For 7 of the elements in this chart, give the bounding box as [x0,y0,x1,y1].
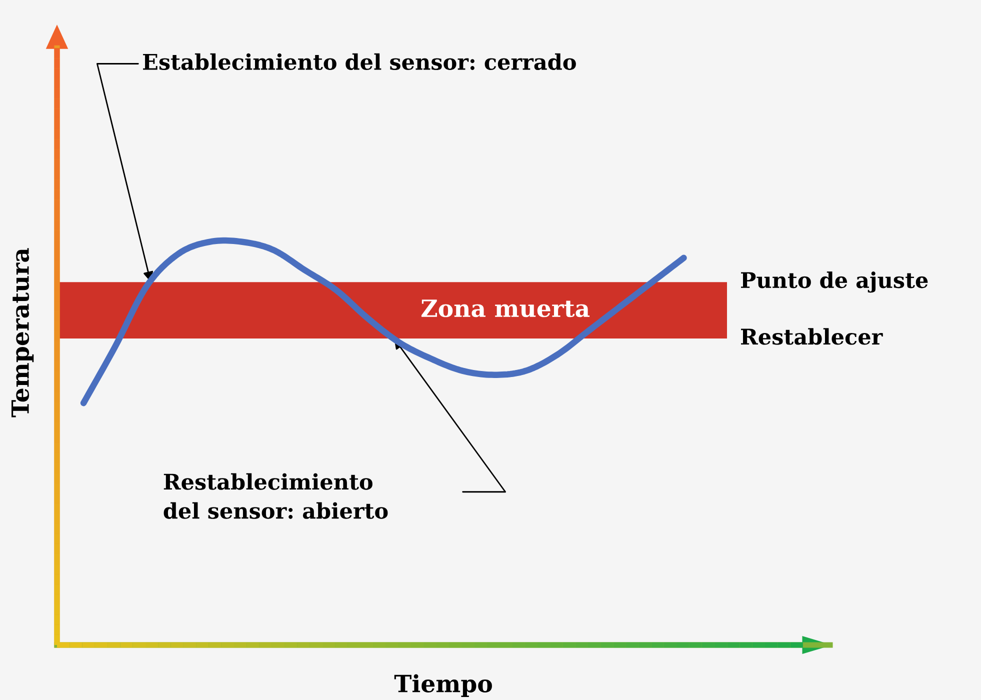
text: Establecimiento del sensor: cerrado [143,53,576,70]
band-label: Zona muerta [421,300,590,318]
y-axis-title: Temperatura [12,248,34,418]
text: Punto de ajuste [741,272,928,293]
annotation: Restablecimiento del sensor: abierto [164,473,388,519]
text: Restablecer [741,328,883,345]
x-axis-title: Tiempo [394,674,492,698]
